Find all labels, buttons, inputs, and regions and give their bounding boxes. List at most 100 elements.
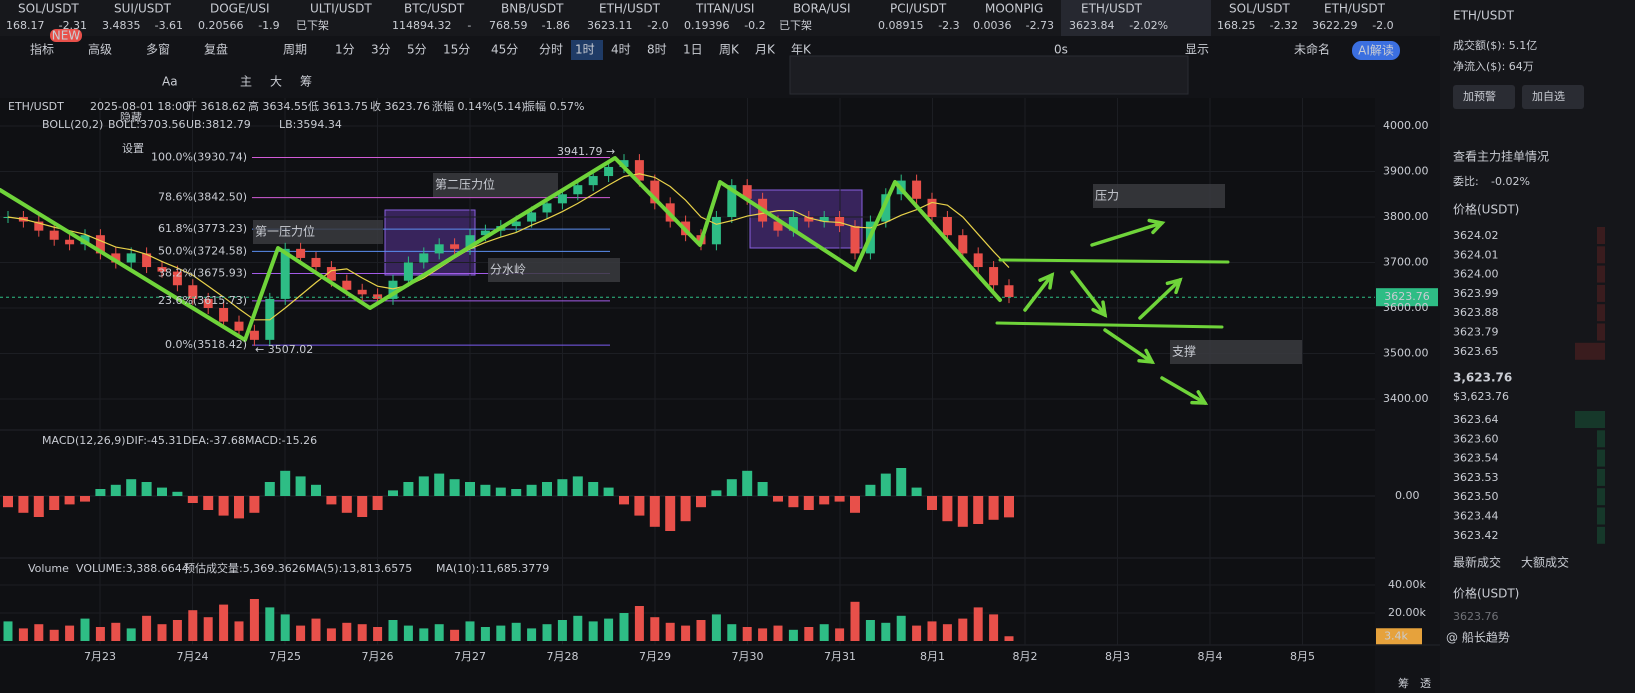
volume-info: Volume <box>28 562 69 575</box>
trades-tab[interactable]: 大额成交 <box>1521 555 1569 570</box>
timeframe[interactable]: 3分 <box>371 43 391 57</box>
tab-name[interactable]: ETH/USDT <box>1324 2 1386 16</box>
ai-text[interactable]: AI解读 <box>1358 44 1394 58</box>
candle <box>989 267 999 286</box>
arrow-head <box>1038 272 1055 290</box>
timeframe[interactable]: 年K <box>791 43 812 57</box>
macd-bar <box>634 496 645 516</box>
tab-name[interactable]: SOL/USDT <box>1229 2 1290 16</box>
volume-bar <box>496 625 506 641</box>
drawing-panel <box>789 55 1189 95</box>
date-tick: 7月29 <box>639 650 671 663</box>
toolbar-item[interactable]: 指标 <box>30 42 54 57</box>
bid-price: 3623.64 <box>1453 413 1499 426</box>
trades-tab[interactable]: 最新成交 <box>1453 555 1501 570</box>
toolbar-item[interactable]: 周期 <box>283 43 307 57</box>
draw-tool[interactable]: Aa <box>162 75 178 89</box>
annotation: 第二压力位 <box>435 177 495 192</box>
timeframe[interactable]: 1分 <box>335 43 355 57</box>
volume-bar <box>342 622 352 641</box>
timeframe[interactable]: 8时 <box>647 43 667 57</box>
volume-bar <box>727 624 737 641</box>
macd-bar <box>557 479 568 496</box>
timeframe[interactable]: 15分 <box>443 43 470 57</box>
timeframe[interactable]: 周K <box>719 43 740 57</box>
corner-label: 透 <box>1420 677 1431 690</box>
price-tag-text: 3623.76 <box>1384 290 1430 303</box>
trend-drawing <box>0 156 1230 342</box>
tab-name[interactable]: ETH/USDT <box>599 2 661 16</box>
macd-bar <box>603 487 614 496</box>
macd-bar <box>403 482 414 496</box>
volume-bar <box>973 607 983 641</box>
depth-bar <box>1597 246 1605 264</box>
draw-tool[interactable]: 大 <box>270 75 282 89</box>
timeframe[interactable]: 45分 <box>491 43 518 57</box>
low-label: ← 3507.02 <box>255 343 313 356</box>
candle <box>280 248 290 299</box>
arrow <box>1070 270 1107 317</box>
candle <box>773 221 783 231</box>
tab-name[interactable]: ULTI/USDT <box>310 2 372 16</box>
tab-price: 114894.32 <box>392 19 452 32</box>
volume-bar <box>511 622 521 641</box>
tab-name[interactable]: PCI/USDT <box>890 2 947 16</box>
ratio: -0.02% <box>1491 175 1530 188</box>
volume-bar <box>434 624 444 641</box>
tab-name[interactable]: DOGE/USI <box>210 2 270 16</box>
macd-bar <box>187 496 198 503</box>
draw-tool[interactable]: 主 <box>240 75 252 89</box>
tab-name[interactable]: MOONPIG <box>985 2 1043 16</box>
macd-bar <box>49 496 60 510</box>
arrow <box>1090 221 1164 247</box>
annotation: 分水岭 <box>490 263 526 277</box>
volume-bar <box>665 622 675 641</box>
fib-label: 78.6%(3842.50) <box>158 191 247 204</box>
tab-name[interactable]: TITAN/USI <box>695 2 754 16</box>
tab-name[interactable]: SUI/USDT <box>114 2 172 16</box>
tab-name[interactable]: ETH/USDT <box>1081 2 1143 16</box>
toolbar-right[interactable]: 未命名 <box>1294 42 1330 57</box>
macd-bar <box>588 482 599 496</box>
tab-change: -1.9 <box>258 19 279 32</box>
macd-bar <box>742 470 753 496</box>
tab-change: -1.86 <box>542 19 570 32</box>
timeframe[interactable]: 5分 <box>407 43 427 57</box>
ask-price: 3623.79 <box>1453 326 1499 339</box>
annotation-box <box>433 173 558 197</box>
volume-bar <box>788 629 798 641</box>
ohlc-info: 低 3613.75 <box>308 100 368 113</box>
tab-name[interactable]: BTC/USDT <box>404 2 465 16</box>
date-tick: 7月31 <box>824 650 856 663</box>
macd-bar <box>434 473 445 496</box>
candle <box>634 160 644 181</box>
volume-bar <box>542 624 552 641</box>
price-header: 价格(USDT) <box>1453 202 1519 217</box>
tab-name[interactable]: BORA/USI <box>793 2 851 16</box>
candle <box>157 267 167 272</box>
arrow-head <box>1091 300 1108 318</box>
candle <box>819 217 829 222</box>
timeframe[interactable]: 1日 <box>683 43 703 57</box>
tab-name[interactable]: BNB/USDT <box>501 2 564 16</box>
timeframe[interactable]: 分时 <box>539 43 563 57</box>
volume-bar <box>650 617 660 641</box>
volume-bar <box>480 627 490 641</box>
price-tick: 4000.00 <box>1383 119 1429 132</box>
toolbar-right[interactable]: 显示 <box>1185 43 1209 57</box>
side-button-text[interactable]: 加自选 <box>1532 90 1565 103</box>
ask-price: 3623.99 <box>1453 287 1499 300</box>
toolbar-item[interactable]: 高级 <box>88 42 112 57</box>
timeframe[interactable]: 月K <box>755 43 776 57</box>
depth-bar <box>1597 227 1605 244</box>
timeframe[interactable]: 1时 <box>575 43 595 57</box>
toolbar-item[interactable]: 多窗 <box>146 43 170 57</box>
volume-bar <box>850 601 860 641</box>
timeframe[interactable]: 4时 <box>611 43 631 57</box>
draw-tool[interactable]: 筹 <box>300 75 312 89</box>
depth-bar <box>1597 430 1605 448</box>
side-button-text[interactable]: 加预警 <box>1463 89 1496 103</box>
toolbar-item[interactable]: 复盘 <box>204 42 228 57</box>
tab-name[interactable]: SOL/USDT <box>18 2 79 16</box>
volume-bar <box>203 617 213 641</box>
